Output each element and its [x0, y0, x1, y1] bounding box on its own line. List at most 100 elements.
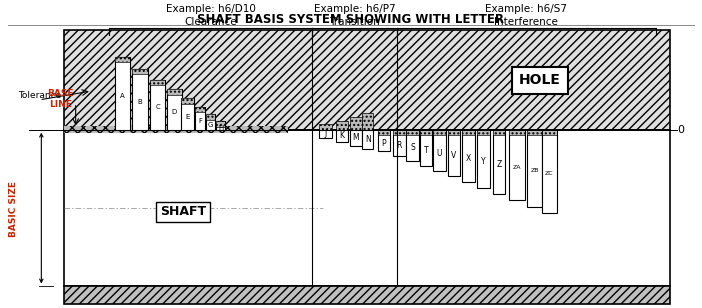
Text: 0: 0: [677, 125, 684, 135]
Bar: [463, 130, 475, 135]
Text: C: C: [155, 104, 160, 111]
Text: X: X: [466, 154, 471, 163]
Bar: [433, 130, 446, 171]
Bar: [350, 130, 362, 146]
Bar: [393, 130, 406, 156]
Text: J: J: [324, 129, 327, 138]
Text: E: E: [185, 114, 190, 120]
Bar: [527, 130, 542, 207]
Bar: [181, 98, 194, 130]
Bar: [133, 69, 148, 130]
Text: ZB: ZB: [530, 168, 539, 173]
Bar: [393, 130, 406, 135]
Text: Tolerance: Tolerance: [18, 91, 62, 100]
Bar: [167, 89, 182, 95]
Bar: [115, 57, 131, 130]
Bar: [64, 130, 670, 286]
Bar: [216, 121, 225, 130]
Bar: [406, 130, 419, 135]
Text: M: M: [352, 133, 359, 142]
Bar: [493, 130, 505, 194]
Text: T: T: [423, 146, 428, 155]
Bar: [362, 113, 373, 130]
Text: S: S: [410, 144, 415, 152]
Bar: [216, 121, 225, 127]
Bar: [64, 286, 670, 304]
Bar: [510, 130, 525, 135]
Bar: [420, 130, 432, 165]
Bar: [206, 114, 215, 120]
Text: D: D: [172, 109, 177, 115]
Bar: [527, 130, 542, 135]
Text: R: R: [397, 141, 402, 150]
Text: ZC: ZC: [545, 172, 554, 176]
Text: B: B: [138, 99, 143, 105]
Bar: [133, 69, 148, 74]
Bar: [463, 130, 475, 182]
Text: N: N: [365, 135, 371, 144]
Text: F: F: [198, 118, 202, 124]
Bar: [64, 126, 288, 133]
Text: V: V: [451, 151, 456, 160]
Bar: [319, 130, 332, 138]
Bar: [167, 89, 182, 95]
Bar: [527, 130, 542, 135]
Bar: [493, 130, 505, 135]
Bar: [541, 130, 557, 135]
Text: Z: Z: [496, 160, 501, 169]
Text: Example: h6/S7
Interference: Example: h6/S7 Interference: [485, 4, 567, 27]
Bar: [167, 89, 182, 130]
Bar: [420, 130, 432, 135]
Text: SHAFT BASIS SYSTEM SHOWING WITH LETTER: SHAFT BASIS SYSTEM SHOWING WITH LETTER: [197, 13, 505, 26]
Bar: [393, 130, 406, 135]
Bar: [406, 130, 419, 161]
Text: H: H: [218, 125, 223, 131]
Bar: [463, 130, 475, 135]
Bar: [420, 130, 432, 135]
Bar: [336, 121, 348, 130]
Bar: [378, 130, 390, 151]
Bar: [477, 130, 490, 188]
Bar: [319, 124, 332, 130]
Bar: [378, 130, 390, 135]
Bar: [181, 98, 194, 104]
Bar: [510, 130, 525, 135]
Bar: [194, 107, 205, 130]
Text: A: A: [120, 93, 125, 99]
Bar: [206, 114, 215, 130]
Text: Y: Y: [481, 157, 486, 166]
Text: HOLE: HOLE: [519, 74, 561, 87]
Bar: [150, 80, 166, 85]
Bar: [216, 121, 225, 127]
Bar: [350, 117, 362, 130]
Bar: [150, 80, 166, 130]
Text: P: P: [382, 139, 386, 148]
Bar: [194, 107, 205, 112]
Bar: [133, 69, 148, 74]
Bar: [64, 30, 670, 130]
Bar: [448, 130, 461, 135]
Text: SHAFT: SHAFT: [160, 205, 206, 218]
Bar: [378, 130, 390, 135]
Bar: [115, 57, 131, 62]
Bar: [433, 130, 446, 135]
Bar: [541, 130, 557, 213]
Bar: [477, 130, 490, 135]
Text: BASIC SIZE: BASIC SIZE: [9, 181, 18, 237]
Bar: [362, 130, 373, 149]
Bar: [448, 130, 461, 176]
Text: G: G: [208, 122, 213, 128]
Text: K: K: [339, 131, 345, 140]
Bar: [448, 130, 461, 135]
Text: ZA: ZA: [512, 165, 522, 170]
Bar: [206, 114, 215, 120]
Bar: [477, 130, 490, 135]
Bar: [181, 98, 194, 104]
Bar: [510, 130, 525, 200]
Text: Example: h6/P7
Transition: Example: h6/P7 Transition: [314, 4, 395, 27]
Bar: [541, 130, 557, 135]
Bar: [150, 80, 166, 85]
Text: Example: h6/D10
Clearance: Example: h6/D10 Clearance: [166, 4, 256, 27]
Bar: [336, 130, 348, 142]
Bar: [194, 107, 205, 112]
